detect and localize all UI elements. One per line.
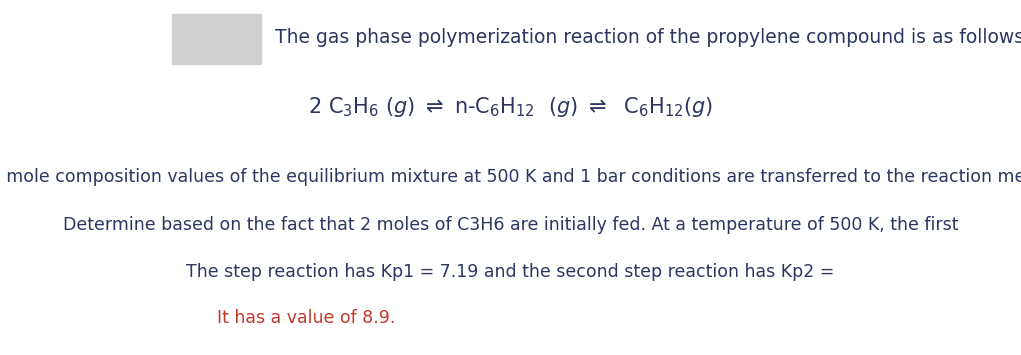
Text: The % mole composition values of the equilibrium mixture at 500 K and 1 bar cond: The % mole composition values of the equ…: [0, 169, 1021, 186]
FancyBboxPatch shape: [173, 14, 261, 64]
Text: Determine based on the fact that 2 moles of C3H6 are initially fed. At a tempera: Determine based on the fact that 2 moles…: [62, 217, 959, 234]
Text: $2\ \mathrm{C_3H_6}\ (g)\ \rightleftharpoons\ \mathrm{n\text{-}C_6H_{12}}\ \ (g): $2\ \mathrm{C_3H_6}\ (g)\ \rightleftharp…: [308, 94, 713, 119]
Text: It has a value of 8.9.: It has a value of 8.9.: [216, 309, 395, 327]
Text: The step reaction has Kp1 = 7.19 and the second step reaction has Kp2 =: The step reaction has Kp1 = 7.19 and the…: [186, 263, 835, 280]
Text: The gas phase polymerization reaction of the propylene compound is as follows:: The gas phase polymerization reaction of…: [275, 28, 1021, 47]
